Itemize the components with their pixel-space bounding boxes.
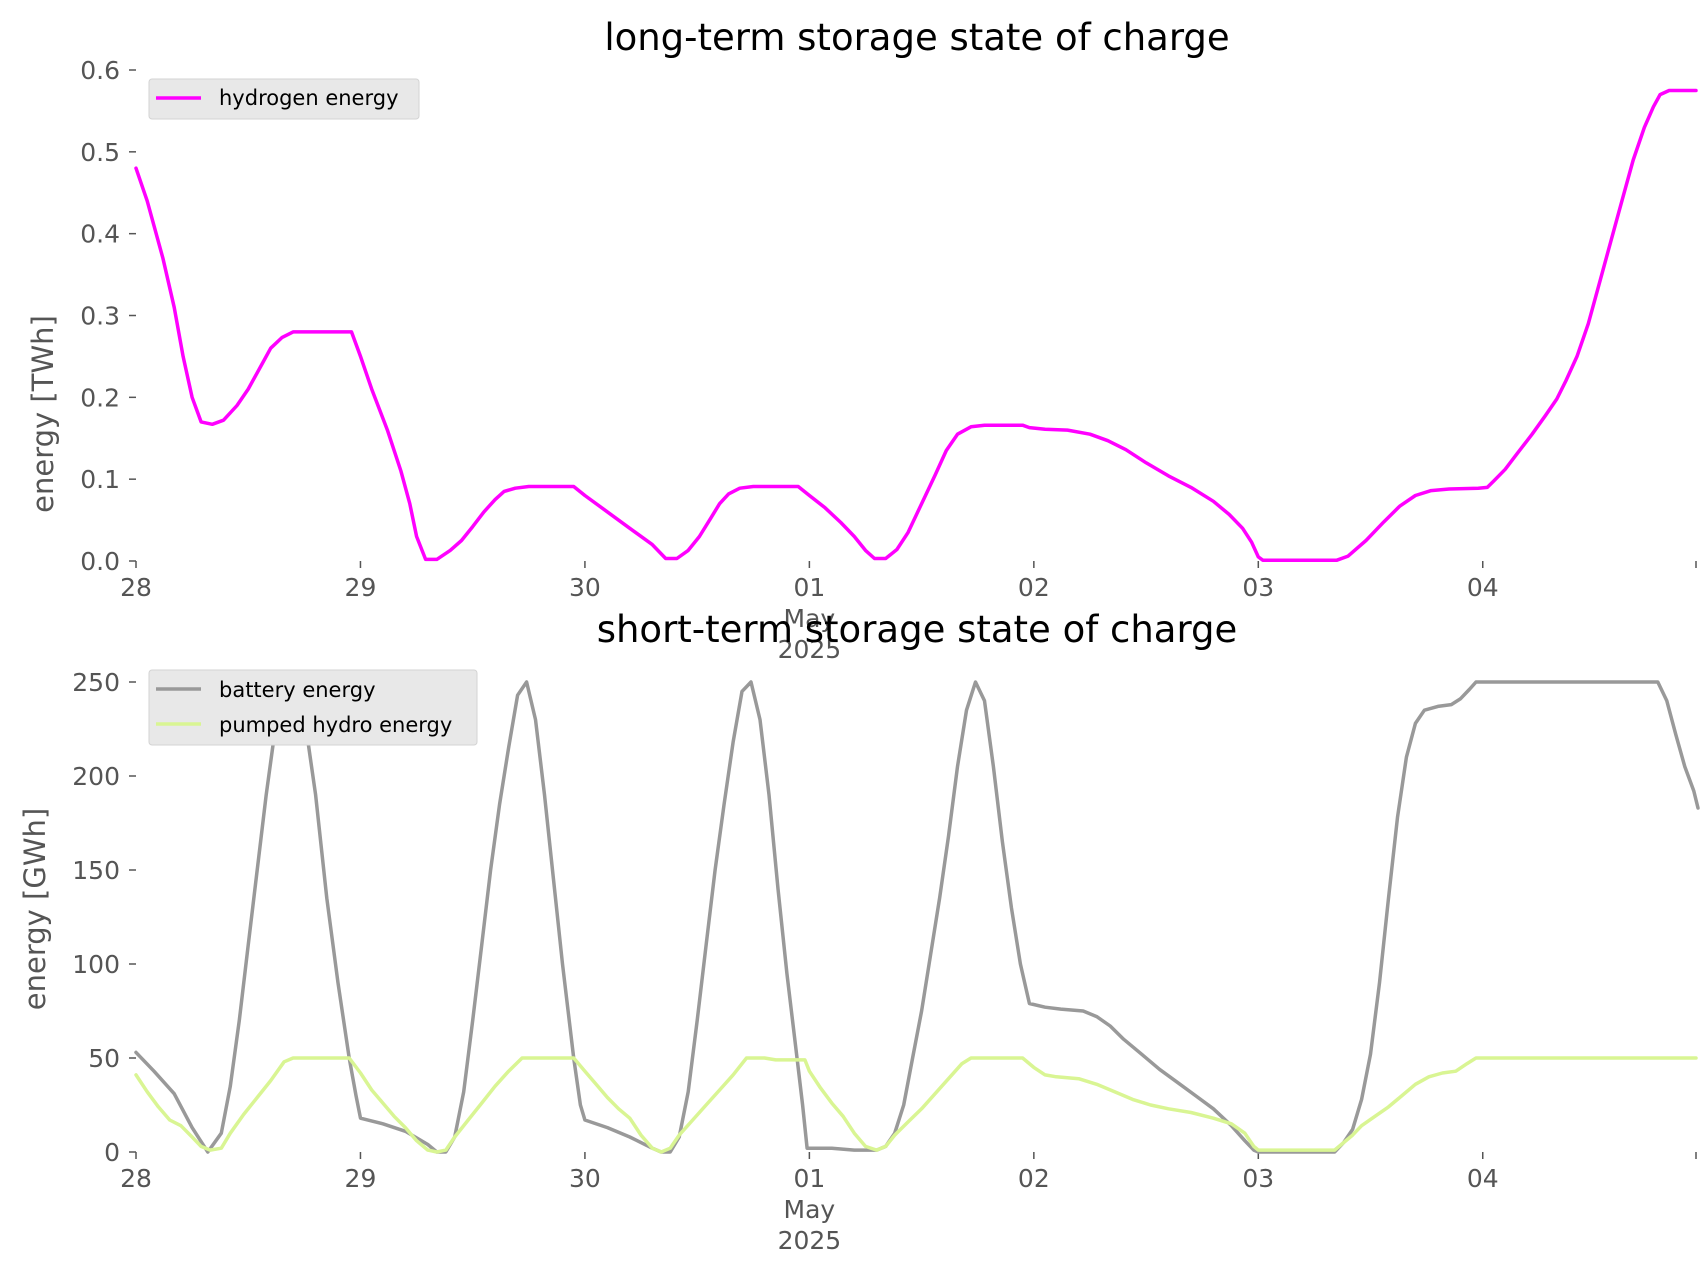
x-tick-label: 28 xyxy=(120,1164,152,1193)
y-tick-label: 200 xyxy=(72,762,120,791)
y-axis-label: energy [GWh] xyxy=(18,808,52,1010)
x-tick-label: 29 xyxy=(345,1164,377,1193)
y-tick-label: 0.6 xyxy=(80,56,120,85)
y-tick-label: 0.2 xyxy=(80,383,120,412)
x-tick-label: 30 xyxy=(569,573,601,602)
x-tick-sublabel: 2025 xyxy=(778,635,842,664)
x-tick-label: 29 xyxy=(345,573,377,602)
legend: hydrogen energy xyxy=(148,78,420,120)
chart-title: short-term storage state of charge xyxy=(597,608,1238,651)
y-tick-label: 0 xyxy=(104,1138,120,1167)
short-term-storage-chart: short-term storage state of charge energ… xyxy=(18,608,1700,1255)
legend-box xyxy=(148,669,478,746)
y-tick-label: 0.4 xyxy=(80,220,120,249)
x-tick-sublabel: May xyxy=(784,604,836,633)
series-line-hydrogen-energy xyxy=(134,88,1698,562)
x-tick-label: 02 xyxy=(1018,573,1050,602)
y-tick-label: 100 xyxy=(72,950,120,979)
y-axis-ticks: 0 50 100 150 200 250 xyxy=(72,668,136,1167)
x-tick-label: 01 xyxy=(793,1164,825,1193)
y-tick-label: 150 xyxy=(72,856,120,885)
x-tick-label: 28 xyxy=(120,573,152,602)
x-tick-label: 04 xyxy=(1467,573,1499,602)
series-line-battery-energy xyxy=(134,680,1700,1154)
x-tick-label: 04 xyxy=(1467,1164,1499,1193)
y-tick-label: 250 xyxy=(72,668,120,697)
series-lines xyxy=(134,88,1698,562)
x-tick-label: 01 xyxy=(793,573,825,602)
long-term-storage-chart: long-term storage state of charge energy… xyxy=(26,16,1698,664)
x-tick-label: 03 xyxy=(1242,573,1274,602)
x-tick-label: 02 xyxy=(1018,1164,1050,1193)
legend-box xyxy=(148,78,420,120)
y-axis-ticks: 0.0 0.1 0.2 0.3 0.4 0.5 0.6 xyxy=(80,56,136,576)
y-axis-label: energy [TWh] xyxy=(26,315,60,513)
series-line-pumped-hydro-energy xyxy=(134,1056,1698,1154)
y-tick-label: 50 xyxy=(88,1044,120,1073)
legend: battery energy pumped hydro energy xyxy=(148,669,478,746)
series-lines xyxy=(134,680,1700,1154)
legend-label-hydrogen-energy: hydrogen energy xyxy=(219,86,399,110)
x-tick-label: 03 xyxy=(1242,1164,1274,1193)
y-tick-label: 0.0 xyxy=(80,547,120,576)
legend-label-battery-energy: battery energy xyxy=(219,678,376,702)
x-tick-label: 30 xyxy=(569,1164,601,1193)
x-tick-sublabel: 2025 xyxy=(778,1226,842,1255)
y-tick-label: 0.5 xyxy=(80,138,120,167)
chart-title: long-term storage state of charge xyxy=(604,16,1229,59)
y-tick-label: 0.1 xyxy=(80,465,120,494)
x-tick-sublabel: May xyxy=(784,1195,836,1224)
y-tick-label: 0.3 xyxy=(80,302,120,331)
legend-label-pumped-hydro-energy: pumped hydro energy xyxy=(219,713,452,737)
